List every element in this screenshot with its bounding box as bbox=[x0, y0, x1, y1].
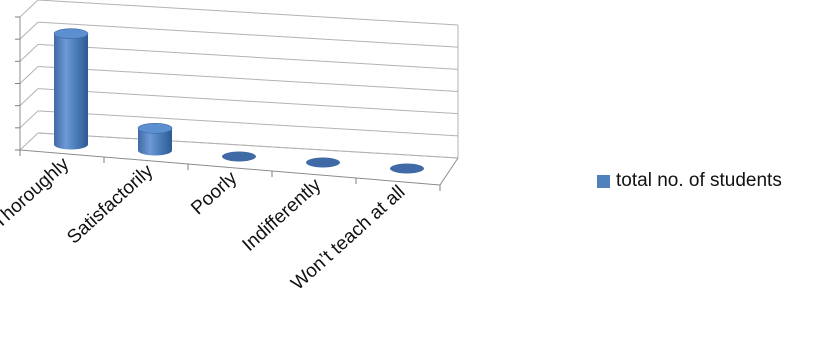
gridline bbox=[37, 88, 459, 115]
bar-base bbox=[390, 163, 424, 174]
bar-top bbox=[137, 123, 173, 134]
category-label: Indifferently bbox=[239, 174, 326, 255]
gridline bbox=[37, 66, 459, 92]
side-gridline bbox=[19, 132, 39, 151]
bars bbox=[53, 28, 424, 174]
gridline bbox=[37, 0, 459, 26]
category-label: Poorly bbox=[187, 167, 241, 219]
legend: total no. of students bbox=[597, 170, 782, 192]
side-gridline bbox=[19, 21, 39, 40]
bar-top bbox=[53, 28, 89, 39]
bar-base bbox=[306, 157, 340, 168]
floor-right-edge bbox=[439, 157, 459, 186]
side-gridline bbox=[19, 110, 39, 129]
legend-label: total no. of students bbox=[616, 170, 782, 191]
gridlines bbox=[19, 0, 459, 159]
category-label: Thoroughly bbox=[0, 153, 74, 233]
legend-swatch bbox=[597, 174, 610, 188]
bar-1 bbox=[137, 123, 173, 156]
category-label: Satisfactorily bbox=[63, 160, 157, 248]
side-gridline bbox=[19, 88, 39, 107]
gridline bbox=[37, 110, 459, 137]
gridline bbox=[37, 43, 459, 70]
side-gridline bbox=[19, 66, 39, 84]
x-axis bbox=[19, 149, 441, 186]
bar-4 bbox=[390, 163, 424, 174]
axes bbox=[15, 16, 459, 191]
bar-body bbox=[138, 128, 172, 156]
gridline bbox=[37, 21, 459, 48]
side-gridline bbox=[19, 0, 39, 18]
bar-3 bbox=[306, 157, 340, 168]
floor-back-edge bbox=[37, 132, 459, 159]
bar-0 bbox=[53, 28, 89, 150]
bar-base bbox=[222, 151, 256, 162]
bar-body bbox=[54, 33, 88, 150]
bar-2 bbox=[222, 151, 256, 162]
side-gridline bbox=[19, 43, 39, 62]
